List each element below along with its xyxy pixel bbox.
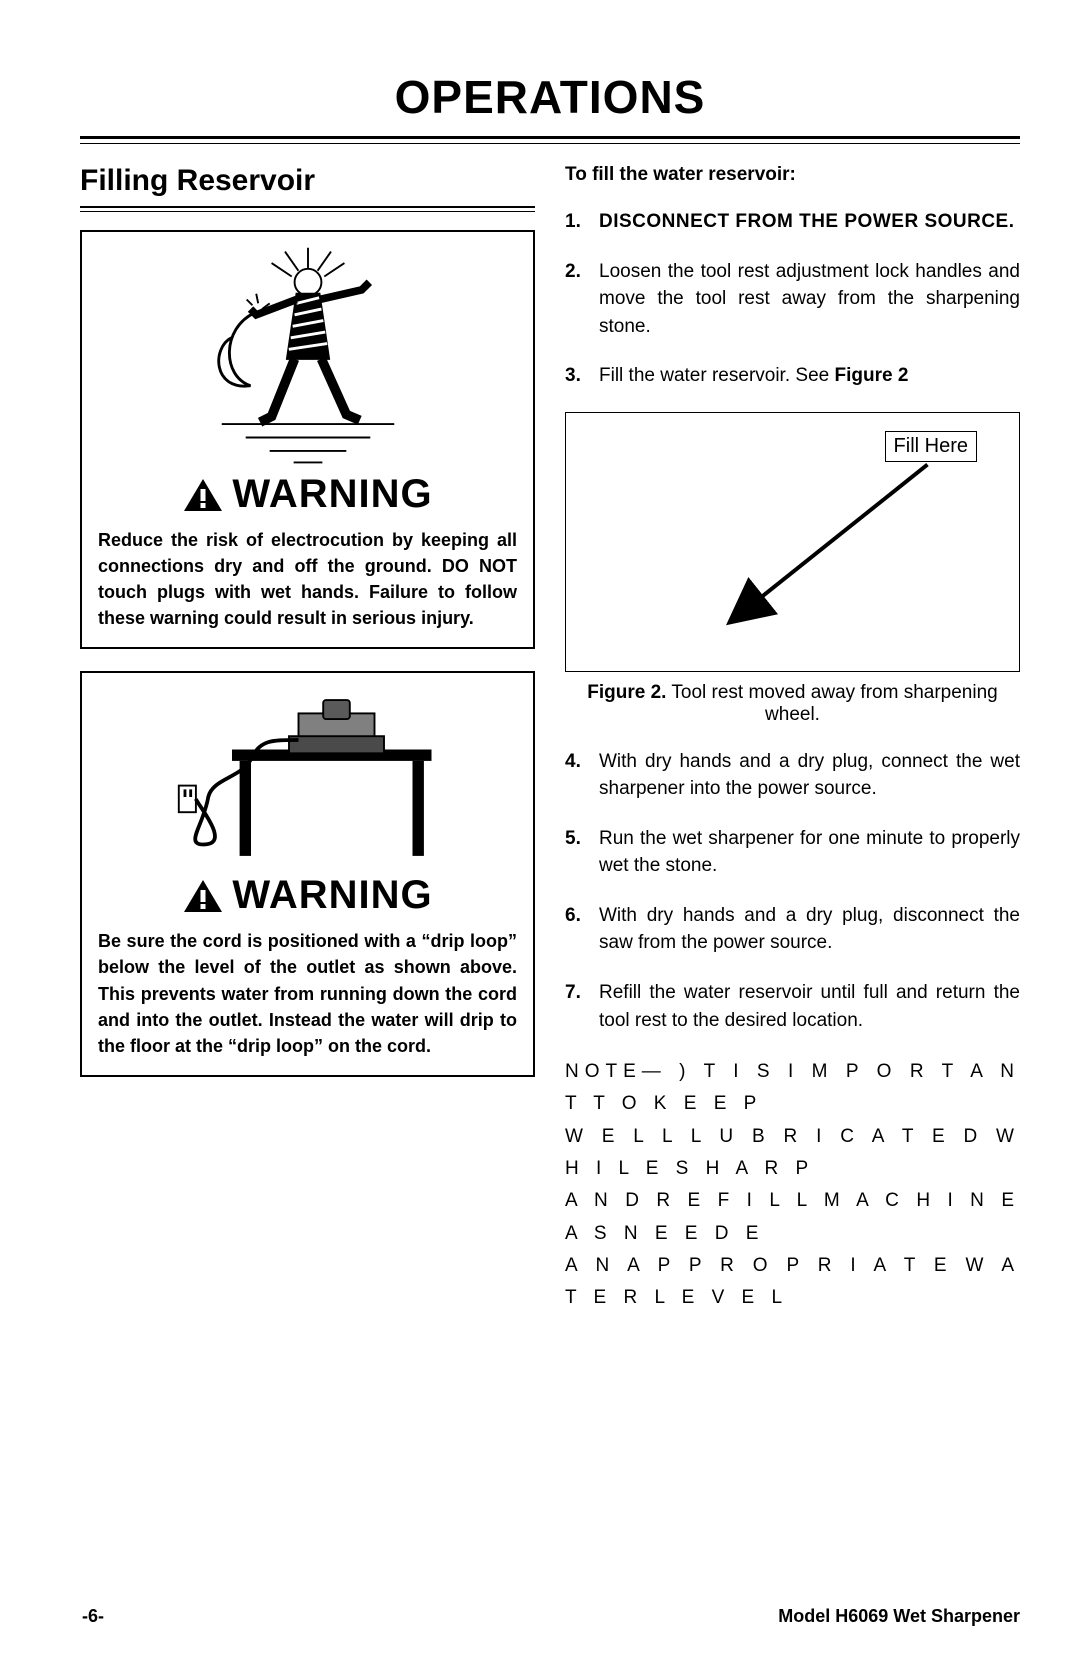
warning-triangle-icon	[182, 477, 224, 513]
instructions-list: 1. DISCONNECT FROM THE POWER SOURCE. 2. …	[565, 208, 1020, 390]
step-num: 5.	[565, 825, 599, 880]
warning-label-1: WARNING	[232, 472, 432, 517]
step-text: DISCONNECT FROM THE POWER SOURCE.	[599, 208, 1020, 236]
step-text: Refill the water reservoir until full an…	[599, 979, 1020, 1034]
drip-loop-illustration	[82, 673, 533, 873]
electrocution-illustration	[82, 232, 533, 472]
warning-box-electrocution: WARNING Reduce the risk of electrocution…	[80, 230, 535, 649]
page-number: -6-	[82, 1606, 104, 1627]
warning-box-drip-loop: WARNING Be sure the cord is positioned w…	[80, 671, 535, 1076]
page-title: OPERATIONS	[80, 70, 1020, 124]
title-rule-thick	[80, 136, 1020, 139]
step-5: 5. Run the wet sharpener for one minute …	[565, 825, 1020, 880]
figure-2-arrow	[566, 413, 1019, 671]
subtitle-rule-thin	[80, 211, 535, 212]
figcap-rest: Tool rest moved away from sharpening whe…	[666, 682, 997, 725]
section-subtitle: Filling Reservoir	[80, 164, 535, 198]
step-1: 1. DISCONNECT FROM THE POWER SOURCE.	[565, 208, 1020, 236]
step-text: Fill the water reservoir. See Figure 2	[599, 362, 1020, 390]
figure-2-box: Fill Here	[565, 412, 1020, 672]
step-6: 6. With dry hands and a dry plug, discon…	[565, 902, 1020, 957]
page-footer: -6- Model H6069 Wet Sharpener	[82, 1606, 1020, 1627]
warning-body-2: Be sure the cord is positioned with a “d…	[82, 922, 533, 1074]
left-column: Filling Reservoir	[80, 164, 535, 1314]
warning-triangle-icon	[182, 878, 224, 914]
step-7: 7. Refill the water reservoir until full…	[565, 979, 1020, 1034]
step-num: 2.	[565, 258, 599, 341]
model-label: Model H6069 Wet Sharpener	[778, 1606, 1020, 1627]
step-4: 4. With dry hands and a dry plug, connec…	[565, 748, 1020, 803]
step-text: Run the wet sharpener for one minute to …	[599, 825, 1020, 880]
subtitle-rule-thick	[80, 206, 535, 208]
note-text: NOTE— ) T I S I M P O R T A N T T O K E …	[565, 1056, 1020, 1314]
warning-body-1: Reduce the risk of electrocution by keep…	[82, 521, 533, 647]
step-text: With dry hands and a dry plug, connect t…	[599, 748, 1020, 803]
figcap-bold: Figure 2.	[587, 682, 666, 703]
step-2: 2. Loosen the tool rest adjustment lock …	[565, 258, 1020, 341]
step-text: Loosen the tool rest adjustment lock han…	[599, 258, 1020, 341]
step-text: With dry hands and a dry plug, disconnec…	[599, 902, 1020, 957]
instructions-lead: To fill the water reservoir:	[565, 164, 1020, 186]
step-num: 6.	[565, 902, 599, 957]
step-num: 1.	[565, 208, 599, 236]
step3-bold: Figure 2	[834, 365, 908, 386]
figure-2-caption: Figure 2. Tool rest moved away from shar…	[565, 682, 1020, 726]
step-3: 3. Fill the water reservoir. See Figure …	[565, 362, 1020, 390]
title-rule-thin	[80, 143, 1020, 144]
warning-label-2: WARNING	[232, 873, 432, 918]
step-num: 4.	[565, 748, 599, 803]
step-num: 7.	[565, 979, 599, 1034]
right-column: To fill the water reservoir: 1. DISCONNE…	[565, 164, 1020, 1314]
step-num: 3.	[565, 362, 599, 390]
step3-pre: Fill the water reservoir. See	[599, 365, 834, 386]
instructions-list-cont: 4. With dry hands and a dry plug, connec…	[565, 748, 1020, 1034]
